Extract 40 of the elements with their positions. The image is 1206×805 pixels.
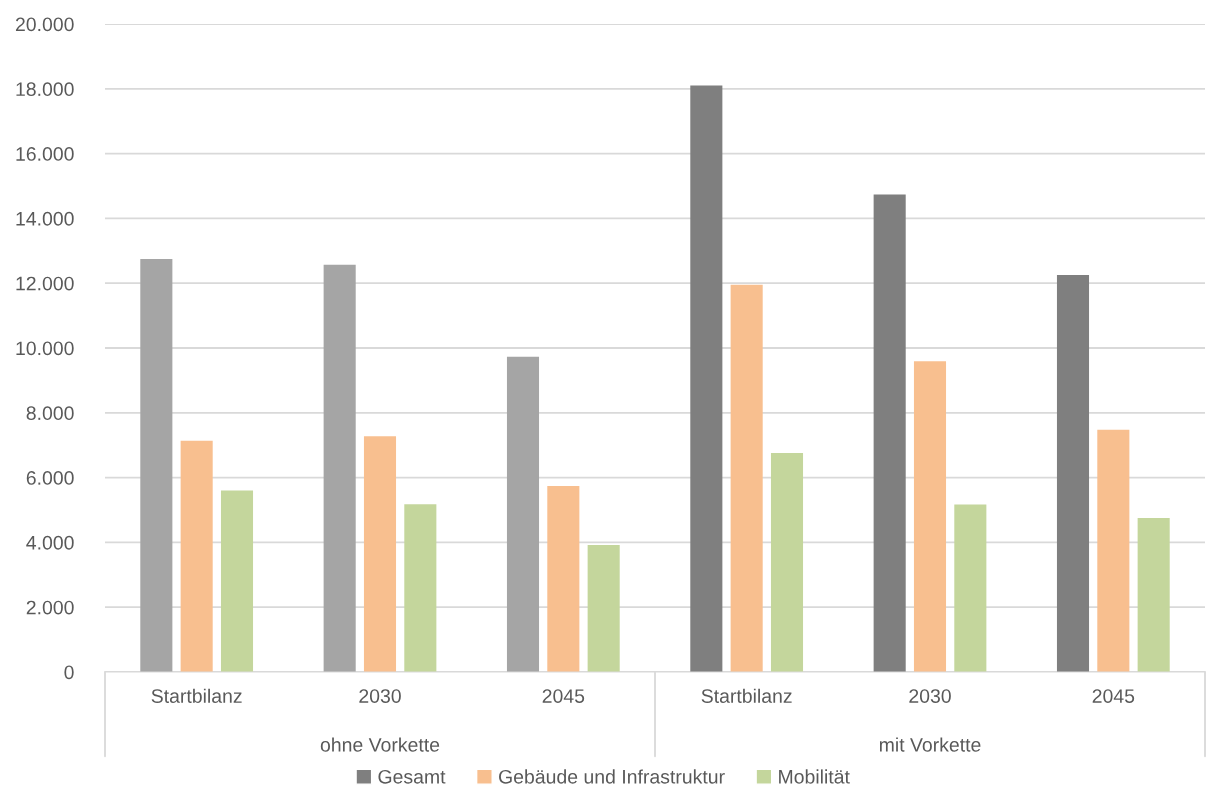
y-tick-label: 14.000	[16, 211, 74, 226]
x-tick-label: Startbilanz	[151, 688, 242, 703]
bar	[140, 258, 173, 672]
x-tick-label: 2045	[1092, 689, 1135, 703]
legend-label: Mobilität	[779, 769, 850, 784]
bar	[873, 194, 906, 672]
bar	[587, 544, 620, 672]
bar	[1137, 518, 1170, 672]
y-tick-label: 18.000	[16, 82, 74, 97]
bar	[913, 361, 947, 672]
bar	[1097, 429, 1130, 672]
x-tick-label: 2030	[359, 689, 401, 703]
x-tick-label: 2030	[909, 689, 951, 703]
bar	[363, 436, 397, 672]
bar	[323, 264, 356, 672]
bar	[730, 284, 763, 672]
bar	[506, 356, 540, 672]
y-tick-label: 6.000	[26, 471, 74, 485]
bar	[690, 85, 723, 672]
y-tick-label: 4.000	[26, 535, 74, 550]
y-tick-label: 2.000	[26, 600, 74, 615]
y-tick-label: 10.000	[16, 341, 74, 356]
y-tick-label: 8.000	[26, 406, 74, 421]
y-tick-label: 12.000	[16, 276, 74, 291]
bar	[220, 490, 254, 672]
y-tick-label: 0	[64, 665, 74, 680]
legend-label: Gebäude und Infrastruktur	[499, 769, 725, 784]
bar	[1056, 275, 1090, 672]
text: ohne Vorkette	[320, 737, 440, 752]
x-tick-label: 2045	[542, 689, 585, 703]
x-tick-label: Startbilanz	[701, 688, 792, 703]
bar	[180, 440, 213, 672]
text: mit Vorkette	[879, 737, 981, 752]
y-tick-label: 20.000	[15, 17, 74, 32]
bar	[954, 504, 987, 672]
y-tick-label: 16.000	[16, 147, 74, 161]
legend-label: Gesamt	[378, 769, 446, 784]
bar	[404, 504, 437, 672]
bar	[547, 486, 580, 672]
bar	[770, 452, 804, 672]
